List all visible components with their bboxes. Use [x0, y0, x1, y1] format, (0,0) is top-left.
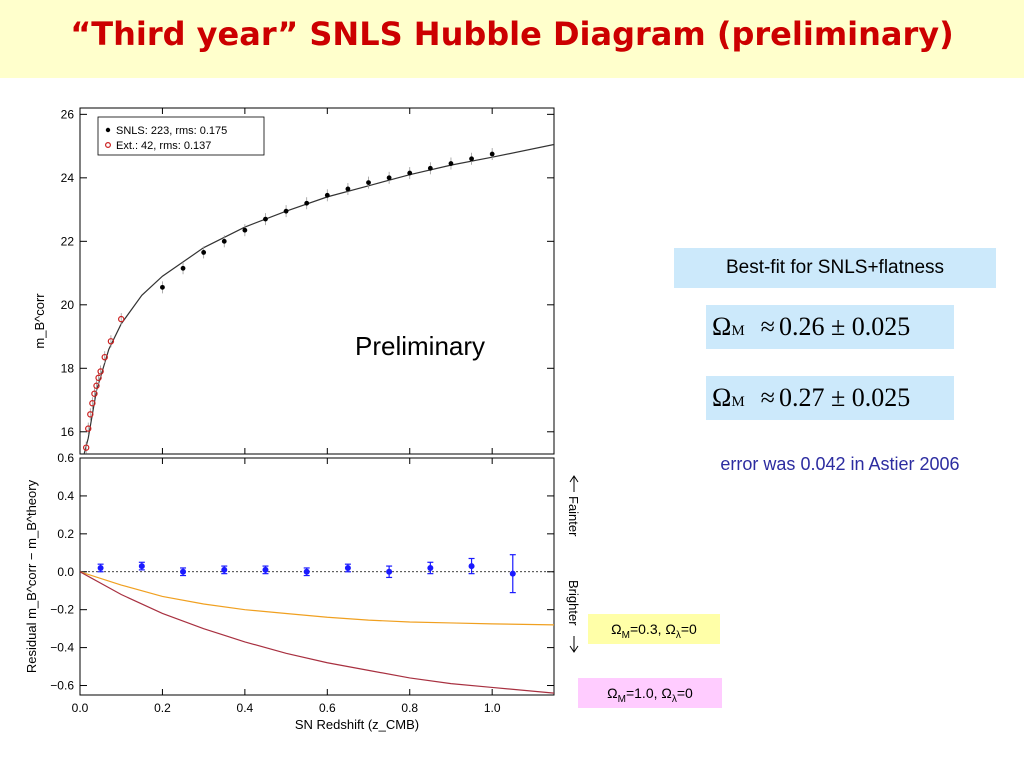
snls-point: [448, 161, 454, 166]
binned-point: [262, 566, 269, 573]
snls-point: [427, 165, 433, 171]
legend-marker-ext: [104, 141, 111, 148]
ext-point: [97, 368, 104, 375]
legend-entry-snls: SNLS: 223, rms: 0.175: [116, 125, 227, 137]
plot-frame-top: [79, 107, 555, 455]
ext-point: [118, 315, 125, 323]
y-tick-label-top: 22: [61, 234, 75, 248]
x-tick-label: 0.6: [319, 701, 336, 715]
snls-point: [304, 200, 310, 206]
astier-note: error was 0.042 in Astier 2006: [720, 454, 960, 474]
ext-point: [85, 425, 92, 432]
slide-title: “Third year” SNLS Hubble Diagram (prelim…: [70, 15, 954, 53]
binned-point: [97, 564, 104, 571]
binned-point: [303, 568, 310, 575]
snls-point: [345, 186, 351, 192]
y-tick-label-bottom: −0.6: [50, 679, 74, 693]
snls-point: [263, 216, 268, 222]
brighter-arrowhead: [569, 645, 579, 653]
y-tick-label-top: 18: [61, 361, 75, 375]
plot-frame-bottom: [79, 457, 555, 696]
x-tick-label: 0.8: [401, 701, 418, 715]
x-tick-label: 0.0: [72, 701, 89, 715]
binned-point: [180, 568, 187, 575]
fit-value-1: 0.26 ± 0.025: [778, 312, 911, 341]
x-axis-label: SN Redshift (z_CMB): [295, 717, 419, 732]
binned-point: [468, 563, 475, 570]
binned-point: [138, 563, 145, 570]
y-tick-label-top: 26: [61, 107, 75, 121]
snls-point: [283, 208, 289, 214]
binned-point: [344, 564, 351, 571]
x-tick-label: 0.2: [154, 701, 171, 715]
fainter-arrowhead: [569, 475, 579, 483]
omega-symbol: ΩM: [712, 312, 745, 341]
y-tick-label-bottom: 0.4: [57, 489, 74, 503]
omega-fit-1: ΩM ≈0.26 ± 0.025: [706, 305, 954, 349]
snls-point: [366, 180, 371, 185]
preliminary-annotation: Preliminary: [355, 331, 485, 361]
fit-value-2: 0.27 ± 0.025: [778, 383, 911, 412]
legend-om10: ΩM=1.0, Ωλ=0: [578, 678, 722, 708]
y-tick-label-top: 24: [61, 171, 75, 185]
legend-om03: ΩM=0.3, Ωλ=0: [588, 614, 720, 644]
ext-point: [95, 374, 102, 382]
ext-point: [107, 338, 115, 345]
snls-point: [386, 175, 392, 181]
y-axis-label-bottom: Residual m_B^corr − m_B^theory: [24, 479, 39, 673]
binned-point: [427, 564, 434, 571]
title-band: [0, 0, 1024, 78]
snls-point: [489, 151, 495, 157]
ext-point: [91, 390, 98, 397]
y-axis-label-top: m_B^corr: [32, 293, 47, 349]
y-tick-label-bottom: 0.0: [57, 565, 74, 579]
ext-point: [101, 353, 108, 361]
snls-point: [221, 238, 227, 244]
fainter-label: Fainter: [566, 496, 581, 537]
ext-point: [93, 382, 100, 389]
snls-point: [324, 192, 330, 198]
snls-point: [242, 227, 248, 233]
ext-point: [82, 444, 90, 451]
omega-symbol: ΩM: [712, 383, 745, 412]
y-tick-label-bottom: 0.6: [57, 451, 74, 465]
binned-point: [509, 570, 516, 577]
omega-fit-2: ΩM ≈0.27 ± 0.025: [706, 376, 954, 420]
snls-point: [407, 170, 413, 176]
snls-point: [160, 284, 165, 290]
legend-marker-snls: [105, 127, 111, 133]
snls-point: [201, 250, 207, 255]
curve-om10: [80, 571, 554, 694]
binned-point: [386, 568, 393, 575]
brighter-label: Brighter: [566, 580, 581, 626]
y-tick-label-bottom: 0.2: [57, 527, 74, 541]
y-tick-label-top: 16: [61, 425, 75, 439]
binned-point: [221, 566, 228, 573]
ext-point: [89, 400, 96, 407]
hubble-chart: 16 18 20 22 24 26 0.0 0.2 0.4 0.6 0.8 1.0 −0.6 −0.4 −0…: [24, 107, 581, 732]
snls-point: [180, 265, 186, 271]
legend-entry-ext: Ext.: 42, rms: 0.137: [116, 140, 211, 152]
curve-om03: [80, 571, 554, 626]
bestfit-curve: [83, 143, 554, 454]
bestfit-label: Best-fit for SNLS+flatness: [674, 248, 996, 288]
snls-point: [469, 156, 474, 162]
legend-box: [97, 116, 265, 156]
y-tick-label-top: 20: [61, 298, 75, 312]
y-tick-label-bottom: −0.2: [50, 603, 74, 617]
y-tick-label-bottom: −0.4: [50, 641, 74, 655]
x-tick-label: 1.0: [484, 701, 501, 715]
x-tick-label: 0.4: [237, 701, 254, 715]
ext-point: [87, 411, 94, 418]
